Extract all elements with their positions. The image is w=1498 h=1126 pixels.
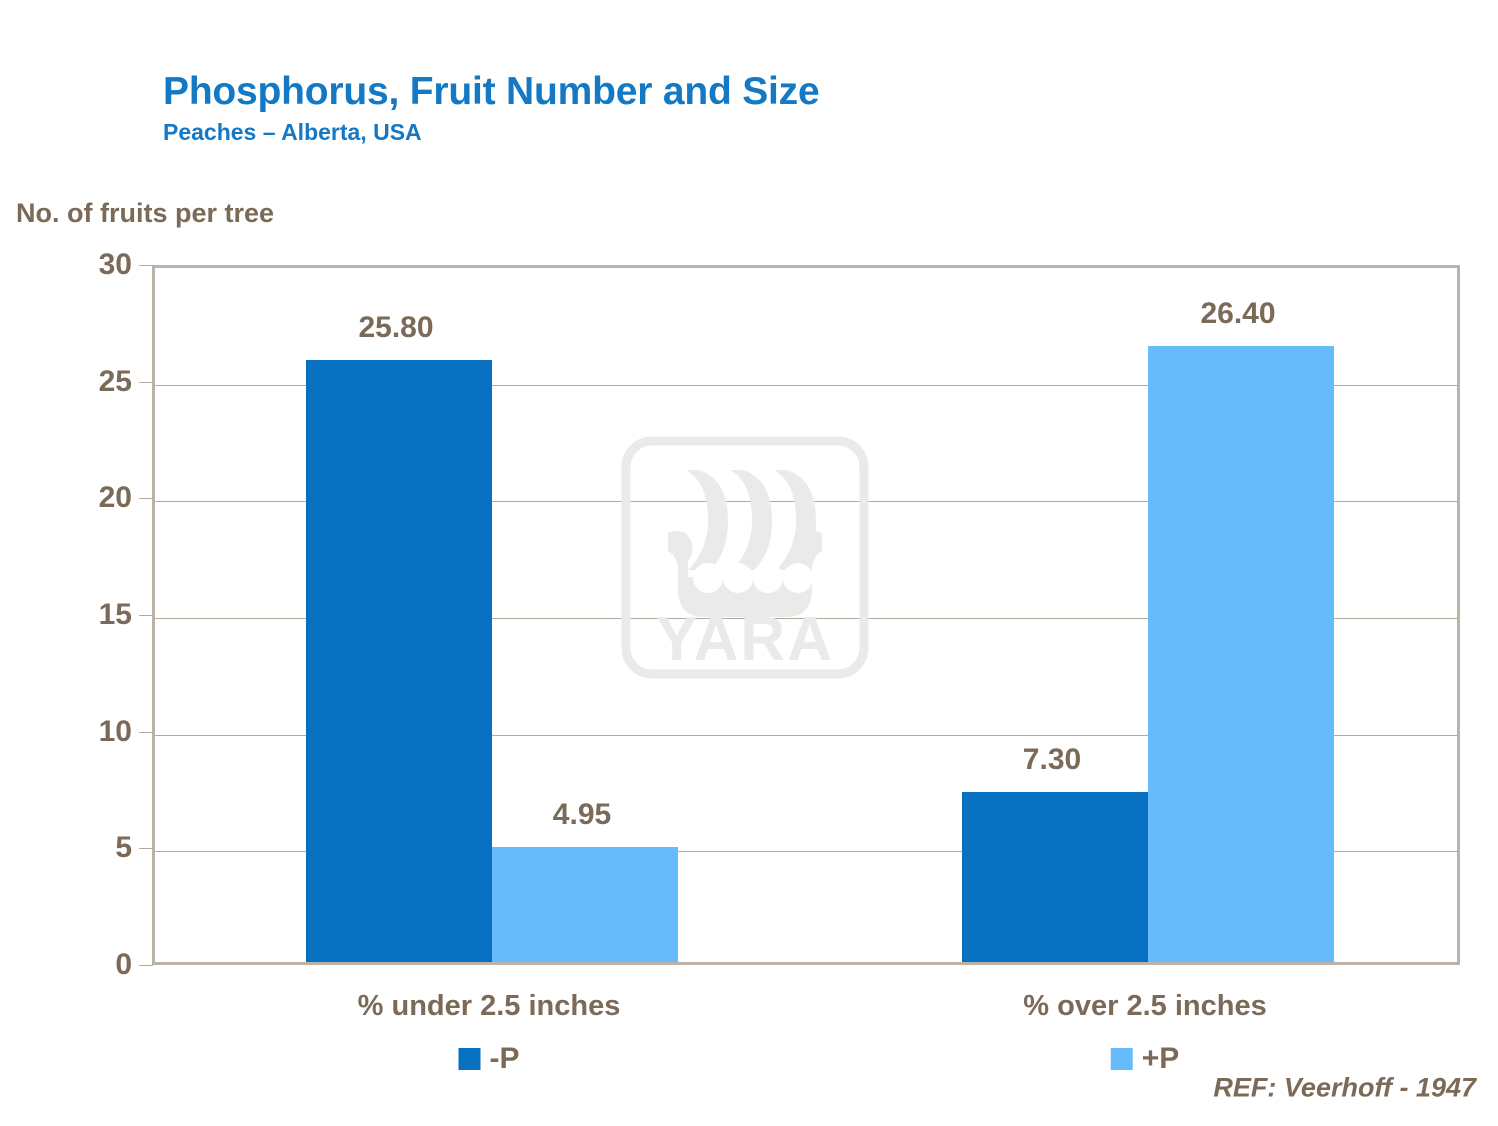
- title-block: Phosphorus, Fruit Number and Size Peache…: [163, 70, 820, 146]
- bar-plusP-1: [1148, 346, 1334, 962]
- legend-item-plusP[interactable]: +P: [1110, 1042, 1180, 1076]
- legend-swatch-icon: [1110, 1048, 1133, 1070]
- x-axis-category-label: % under 2.5 inches: [357, 990, 621, 1022]
- y-axis-tick-mark: [139, 381, 153, 383]
- legend-swatch-icon: [458, 1048, 481, 1070]
- y-axis-tick-mark: [139, 731, 153, 733]
- y-axis-tick-mark: [139, 848, 153, 850]
- y-axis-tick-mark: [139, 265, 153, 266]
- bar-plusP-0: [492, 846, 678, 962]
- y-axis-tick-mark: [139, 498, 153, 500]
- plot-inner: [155, 268, 1457, 962]
- y-axis-tick-label: 15: [98, 598, 132, 631]
- y-axis-tick-mark: [139, 615, 153, 616]
- legend-item-minusP[interactable]: -P: [458, 1042, 520, 1076]
- page-subtitle: Peaches – Alberta, USA: [163, 118, 422, 145]
- y-axis-tick-label: 10: [98, 714, 132, 748]
- bar-value-label: 26.40: [1200, 297, 1276, 330]
- y-axis-tick-label: 20: [98, 481, 132, 515]
- bar-value-label: 4.95: [552, 797, 612, 831]
- page-title: Phosphorus, Fruit Number and Size: [163, 70, 820, 113]
- gridline: [155, 734, 1457, 736]
- y-axis-tick-label: 0: [115, 948, 132, 981]
- gridline: [155, 384, 1457, 386]
- legend-label: -P: [489, 1042, 520, 1075]
- y-axis-tick-label: 25: [98, 364, 132, 398]
- gridline: [155, 851, 1457, 853]
- reference-note: REF: Veerhoff - 1947: [1213, 1072, 1476, 1103]
- bar-minusP-0: [306, 360, 492, 962]
- y-axis-tick-label: 30: [98, 248, 132, 281]
- bar-minusP-1: [962, 791, 1148, 962]
- y-axis-tick-mark: [139, 965, 153, 966]
- y-axis-title: No. of fruits per tree: [16, 198, 275, 228]
- x-axis-category-label: % over 2.5 inches: [1023, 990, 1267, 1022]
- legend-label: +P: [1141, 1042, 1180, 1075]
- chart-plot-area: [152, 265, 1460, 965]
- bar-value-label: 25.80: [358, 311, 434, 344]
- y-axis-tick-label: 5: [115, 831, 132, 865]
- bar-value-label: 7.30: [1022, 742, 1082, 776]
